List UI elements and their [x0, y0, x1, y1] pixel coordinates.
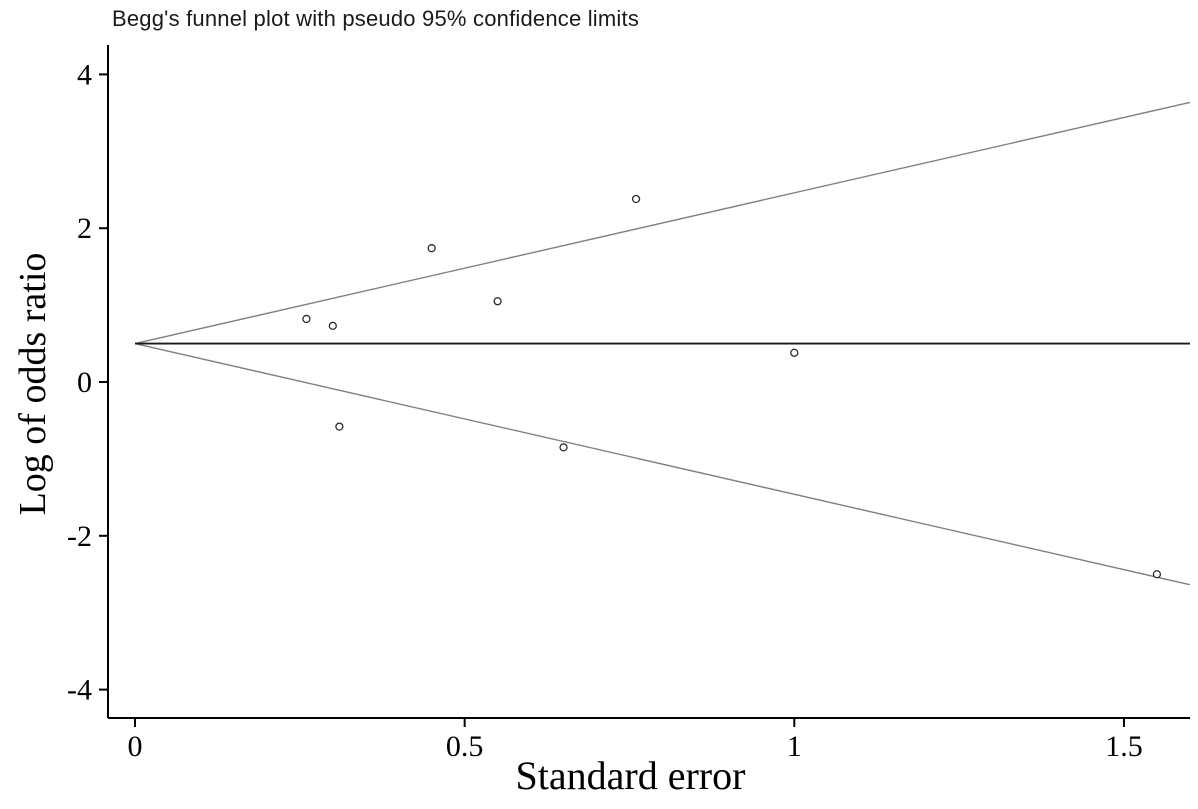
lower-ci-line: [134, 342, 1191, 586]
study-point: [302, 314, 311, 324]
y-tick-label: -2: [67, 520, 92, 553]
y-axis-label: Log of odds ratio: [12, 252, 54, 516]
upper-ci-line: [134, 101, 1191, 345]
y-tick-label: 0: [77, 366, 92, 399]
study-point: [790, 348, 799, 357]
x-tick-label: 1: [787, 730, 802, 763]
chart-title: Begg's funnel plot with pseudo 95% confi…: [112, 6, 640, 31]
study-point: [427, 244, 436, 253]
x-axis-label: Standard error: [515, 753, 746, 798]
x-tick-label: 1.5: [1105, 730, 1143, 763]
study-point: [631, 194, 641, 204]
study-point: [1152, 570, 1162, 579]
y-tick-label: -4: [67, 674, 92, 707]
study-point: [328, 321, 337, 331]
study-point: [335, 422, 344, 431]
y-tick-label: 4: [77, 58, 92, 91]
y-tick-label: 2: [77, 212, 92, 245]
study-point: [559, 443, 568, 452]
x-tick-label: 0: [128, 730, 143, 763]
study-point: [493, 297, 502, 306]
x-tick-label: 0.5: [446, 730, 484, 763]
